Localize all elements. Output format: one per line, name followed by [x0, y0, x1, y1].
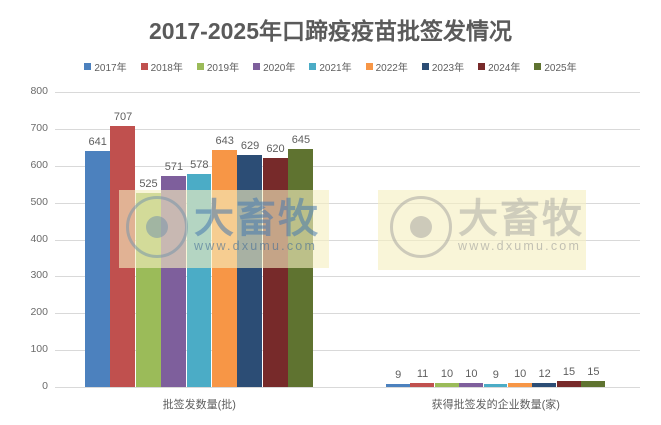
bar[interactable]: [288, 149, 313, 387]
bar[interactable]: [386, 383, 410, 387]
gridline-300: [55, 276, 640, 278]
legend-item-2025年[interactable]: 2025年: [534, 59, 577, 74]
bar[interactable]: [410, 382, 435, 387]
chart-title: 2017-2025年口蹄疫疫苗批签发情况: [149, 18, 512, 44]
bar-value-label: 10: [514, 368, 527, 381]
gridline-200: [55, 313, 640, 315]
bar[interactable]: [508, 383, 532, 387]
legend-item-label: 2019年: [206, 63, 240, 74]
bar-value-label: 11: [416, 367, 429, 380]
gridline-500: [55, 202, 640, 204]
chart-legend: 2017年 2018年 2019年 2020年 2021年 2022年 2023年 2024年…: [0, 59, 661, 74]
bar[interactable]: [581, 381, 605, 387]
legend-swatch-icon: [534, 63, 542, 70]
gridline-400: [55, 239, 640, 241]
bar-value-label: 645: [291, 134, 311, 147]
legend-item-label: 2024年: [488, 63, 521, 74]
y-axis: 0 100 200 300 400 500 600 700 800: [0, 86, 48, 391]
bar-value-label: 578: [190, 158, 209, 171]
legend-item-2019年[interactable]: 2019年: [196, 59, 240, 74]
x-axis-category-label-0: 批签发数量(批): [162, 399, 236, 411]
legend-item-2020年[interactable]: 2020年: [253, 59, 295, 74]
bar[interactable]: [212, 149, 237, 387]
y-axis-tick-label: 200: [30, 306, 48, 319]
bar-value-label: 707: [113, 111, 133, 124]
legend-item-label: 2023年: [431, 63, 465, 74]
bar-value-label: 620: [266, 143, 285, 156]
legend-item-label: 2021年: [319, 63, 352, 74]
bar-group-1: 9 11 10 10 9 10 12 15 15: [55, 92, 640, 387]
legend-item-label: 2022年: [375, 63, 408, 74]
legend-item-2022年[interactable]: 2022年: [365, 59, 408, 74]
bar[interactable]: [434, 383, 459, 387]
legend-item-2017年[interactable]: 2017年: [84, 59, 127, 74]
legend-swatch-icon: [84, 63, 92, 70]
gridline-800: [55, 92, 640, 93]
x-axis-category-label-1: 获得批签发的企业数量(家): [431, 399, 560, 411]
legend-item-label: 2018年: [150, 63, 183, 74]
watermark-band-right: [378, 190, 586, 270]
legend-item-label: 2017年: [94, 63, 127, 74]
bar-value-label: 525: [139, 178, 158, 191]
gridline-600: [55, 165, 640, 167]
gridline-700: [55, 128, 640, 130]
legend-item-2023年[interactable]: 2023年: [421, 59, 465, 74]
y-axis-tick-label: 800: [30, 85, 48, 97]
y-axis-tick-label: 300: [30, 269, 48, 282]
legend-item-2021年[interactable]: 2021年: [309, 59, 352, 74]
bar-value-label: 10: [440, 368, 454, 381]
y-axis-tick-label: 500: [30, 195, 48, 208]
y-axis-tick-label: 700: [30, 121, 48, 134]
legend-item-label: 2020年: [263, 63, 296, 74]
watermark-band-left: [119, 190, 329, 268]
bar[interactable]: [532, 382, 557, 387]
bar-value-label: 643: [215, 134, 234, 147]
gridline-0: [55, 387, 640, 388]
y-axis-tick-label: 0: [42, 380, 48, 392]
legend-item-2024年[interactable]: 2024年: [478, 59, 520, 74]
legend-item-2018年[interactable]: 2018年: [140, 59, 183, 74]
legend-swatch-icon: [478, 63, 486, 70]
bar[interactable]: [483, 383, 508, 387]
bar-value-label: 15: [562, 366, 576, 379]
bar-value-label: 9: [492, 368, 499, 381]
legend-swatch-icon: [309, 63, 317, 70]
legend-item-label: 2025年: [544, 63, 577, 74]
gridline-100: [55, 350, 640, 352]
y-axis-tick-label: 400: [30, 232, 48, 245]
bar[interactable]: [459, 383, 483, 387]
bar-value-label: 641: [88, 135, 107, 148]
legend-swatch-icon: [140, 63, 148, 70]
legend-swatch-icon: [253, 63, 261, 70]
bar-value-label: 629: [240, 140, 260, 153]
legend-swatch-icon: [421, 63, 429, 70]
bar-value-label: 15: [587, 366, 600, 379]
bar-value-label: 571: [164, 161, 184, 174]
bar-value-label: 12: [538, 367, 551, 380]
y-axis-tick-label: 600: [30, 158, 48, 171]
bar-value-label: 10: [465, 368, 478, 381]
bar-value-label: 9: [395, 368, 402, 381]
legend-swatch-icon: [196, 63, 204, 70]
y-axis-tick-label: 100: [30, 343, 48, 356]
legend-swatch-icon: [365, 63, 373, 70]
bar[interactable]: [85, 150, 110, 387]
bar[interactable]: [556, 381, 581, 387]
